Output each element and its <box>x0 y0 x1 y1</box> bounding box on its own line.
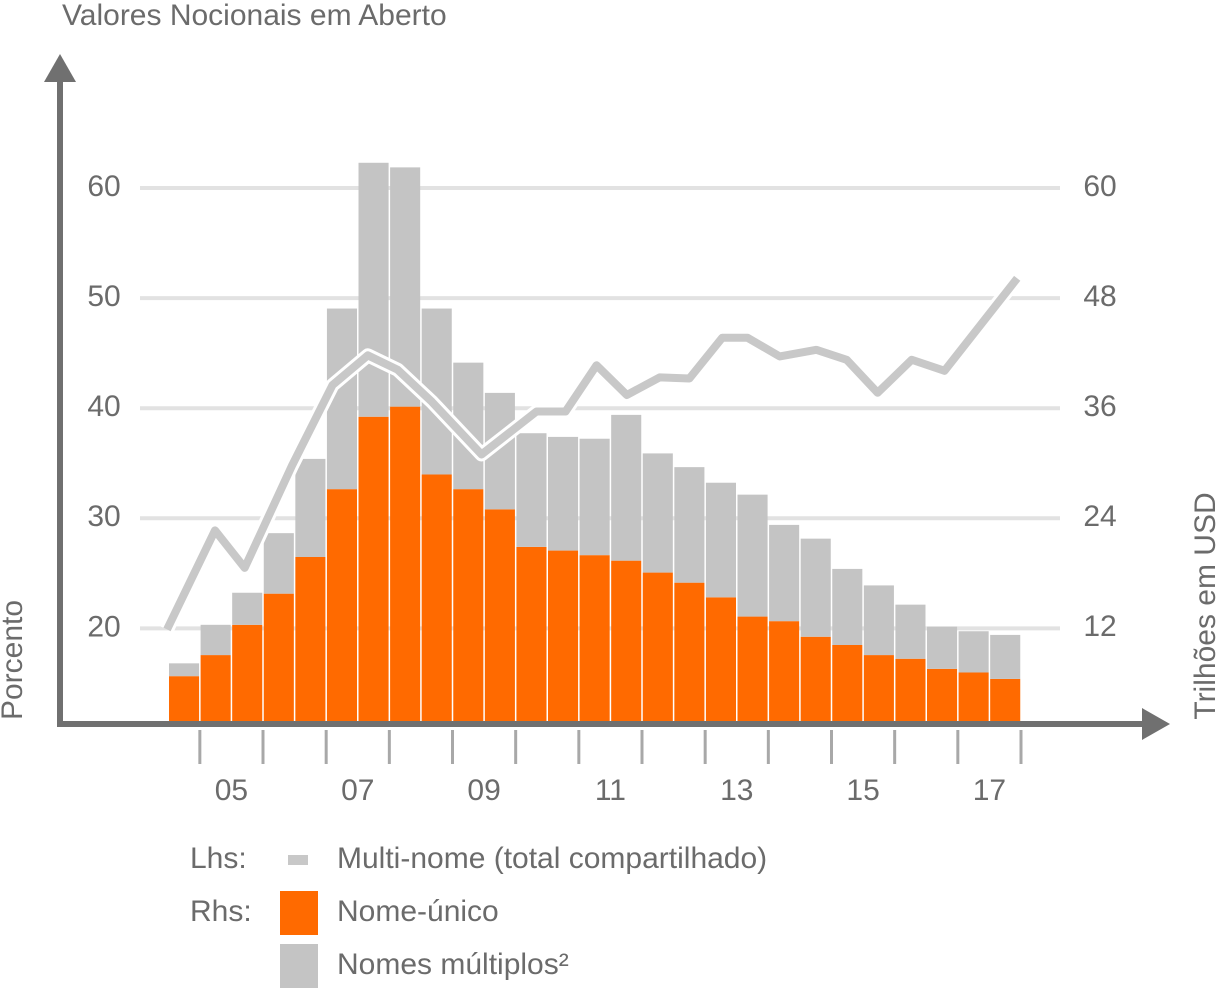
bar <box>390 406 421 722</box>
bar <box>579 555 610 722</box>
y-tick-label: 40 <box>87 390 120 423</box>
bar <box>358 416 389 722</box>
legend-swatch <box>280 944 318 988</box>
x-tick-label: 07 <box>341 774 374 807</box>
bar <box>611 414 642 561</box>
bar <box>232 592 263 625</box>
ticks: 20 30 40 50 60 12 24 36 48 60 05 07 09 11 13 15 17 <box>87 170 1116 807</box>
bar <box>200 624 231 656</box>
bar <box>832 568 863 645</box>
bar <box>863 655 894 722</box>
x-tick-label: 15 <box>846 774 879 807</box>
legend-prefix: Rhs: <box>190 895 252 928</box>
x-axis-arrow <box>1142 708 1170 740</box>
bar <box>295 458 326 557</box>
legend-swatch <box>280 891 318 935</box>
bar <box>326 489 358 722</box>
bar <box>990 634 1021 679</box>
bar <box>705 597 737 722</box>
axes <box>44 54 1170 740</box>
lines <box>160 273 1023 633</box>
bar <box>705 482 737 598</box>
bar <box>895 658 926 722</box>
legend: Lhs: Rhs: Multi-nome (total compartilhado)… <box>190 842 767 988</box>
bar <box>895 604 926 659</box>
legend-label: Nomes múltiplos² <box>337 948 569 981</box>
x-tick-label: 13 <box>720 774 753 807</box>
y2-tick-label: 48 <box>1083 280 1116 313</box>
bar <box>769 524 800 622</box>
bar <box>232 624 263 722</box>
y2-tick-label: 36 <box>1083 390 1116 423</box>
bar <box>611 560 642 722</box>
bar <box>200 655 231 722</box>
legend-label: Nome-único <box>337 895 499 928</box>
bar <box>863 585 894 656</box>
legend-prefix: Lhs: <box>190 842 247 875</box>
x-tick-label: 11 <box>595 774 626 807</box>
bar <box>737 494 768 617</box>
bar <box>516 433 547 547</box>
y-tick-label: 60 <box>87 170 120 203</box>
bar <box>169 676 200 722</box>
bars <box>169 162 1021 722</box>
bar <box>548 550 579 722</box>
y2-tick-label: 24 <box>1083 500 1116 533</box>
bar <box>421 474 452 722</box>
bar <box>990 678 1021 722</box>
bar <box>358 162 389 417</box>
bar <box>169 663 200 677</box>
y2-tick-label: 12 <box>1083 610 1116 643</box>
x-tick-label: 05 <box>215 774 248 807</box>
bar <box>453 489 484 722</box>
y-axis-label: Porcento <box>0 600 29 720</box>
bar <box>674 582 705 722</box>
legend-swatch <box>288 855 308 865</box>
y-axis-arrow <box>44 54 76 82</box>
bar <box>737 616 768 722</box>
y2-axis-label: Trilhões em USD <box>1189 492 1222 719</box>
bar <box>769 621 800 722</box>
legend-label: Multi-nome (total compartilhado) <box>337 842 767 875</box>
bar <box>674 467 705 583</box>
bar <box>642 453 673 573</box>
bar <box>263 593 294 722</box>
chart-title: Valores Nocionais em Aberto <box>62 0 447 32</box>
bar <box>958 672 989 722</box>
bar <box>516 546 547 722</box>
x-tick-label: 09 <box>467 774 500 807</box>
bar <box>295 556 326 722</box>
line <box>163 275 1021 632</box>
bar <box>263 533 294 594</box>
y-tick-label: 50 <box>87 280 120 313</box>
bar <box>800 538 831 637</box>
y-tick-label: 30 <box>87 500 120 533</box>
bar <box>927 626 958 669</box>
y-tick-label: 20 <box>87 610 120 643</box>
bar <box>927 668 958 722</box>
bar <box>548 436 579 551</box>
bar <box>484 509 515 722</box>
y2-tick-label: 60 <box>1083 170 1116 203</box>
bar <box>579 438 610 556</box>
bar <box>800 636 831 722</box>
bar <box>958 631 989 673</box>
x-tick-label: 17 <box>973 774 1006 807</box>
bar <box>642 572 673 722</box>
bar <box>832 644 863 722</box>
